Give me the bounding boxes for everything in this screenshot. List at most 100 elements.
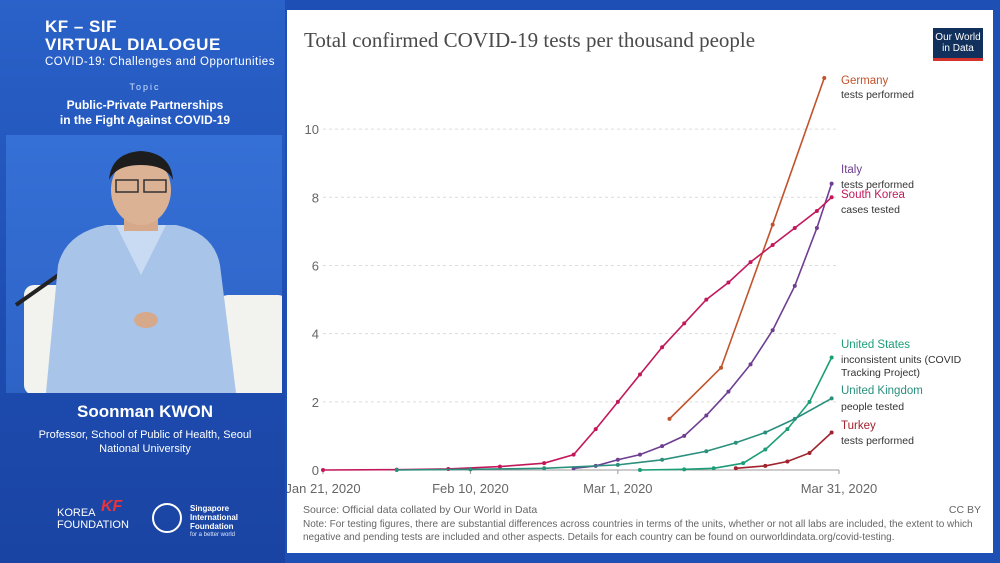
data-point-south-korea (770, 243, 775, 248)
data-point-united-kingdom (542, 466, 547, 471)
data-point-united-kingdom (615, 462, 620, 467)
data-point-united-states (785, 427, 790, 432)
data-point-united-states (637, 468, 642, 472)
legend-sublabel-united-states-2: Tracking Project) (841, 367, 920, 379)
legend-sublabel-germany: tests performed (841, 89, 914, 101)
data-point-italy (829, 181, 834, 186)
chart-note: Note: For testing figures, there are sub… (303, 519, 973, 543)
data-point-italy (814, 225, 819, 230)
kf-mark: KF (101, 498, 123, 515)
event-subtitle: COVID-19: Challenges and Opportunities (45, 56, 275, 68)
data-point-united-kingdom (394, 468, 399, 472)
data-point-south-korea (829, 195, 834, 200)
data-point-south-korea (593, 427, 598, 432)
owid-logo-line1: Our World (935, 32, 981, 43)
data-point-united-kingdom (704, 449, 709, 454)
legend-sublabel-united-kingdom: people tested (841, 401, 904, 413)
data-point-united-kingdom (829, 396, 834, 401)
y-tick-label: 10 (305, 122, 319, 137)
data-point-south-korea (571, 452, 576, 457)
x-tick-label: Feb 10, 2020 (432, 481, 509, 496)
chart-license: CC BY (948, 504, 981, 516)
x-tick-label: Mar 1, 2020 (583, 481, 652, 496)
series-line-south-korea (322, 196, 833, 471)
sif-line3: Foundation (190, 522, 234, 531)
data-point-united-kingdom (763, 430, 768, 435)
legend-label-united-states: United States (841, 339, 910, 351)
legend-label-south-korea: South Korea (841, 189, 906, 201)
presentation-slide: 0 2 4 6 8 10 Jan 21, 2020 Feb 10, 2020 Mar 1, 20… (287, 10, 993, 553)
data-point-italy (637, 452, 642, 457)
y-tick-label: 0 (312, 463, 319, 478)
data-point-united-kingdom (660, 457, 665, 462)
speaker-role: Professor, School of Public of Health, S… (38, 429, 252, 455)
data-point-united-kingdom (733, 440, 738, 445)
legend-label-united-kingdom: United Kingdom (841, 385, 923, 397)
data-point-south-korea (321, 468, 325, 472)
legend-sublabel-turkey: tests performed (841, 435, 914, 447)
data-point-united-kingdom (468, 467, 473, 472)
data-point-turkey (807, 450, 812, 455)
data-point-united-states (807, 399, 812, 404)
data-point-united-states (682, 467, 687, 472)
event-title-line2: VIRTUAL DIALOGUE (45, 35, 221, 54)
data-point-south-korea (792, 225, 797, 230)
data-point-italy (748, 362, 753, 367)
korea-foundation-logo: KOREA FOUNDATION KF (57, 499, 129, 532)
speaker-name: Soonman KWON (77, 402, 213, 421)
data-point-south-korea (682, 321, 687, 326)
data-point-germany (667, 416, 672, 421)
sif-logo-text: Singapore International Foundation (190, 504, 238, 531)
data-point-turkey (733, 466, 738, 471)
data-point-united-states (829, 355, 834, 360)
series-line-germany (668, 77, 826, 420)
data-point-italy (792, 283, 797, 288)
y-tick-label: 8 (312, 190, 319, 205)
topic-title: Public-Private Partnerships in the Fight… (0, 98, 290, 128)
speaker-figure (14, 151, 236, 393)
speaker-video (6, 135, 282, 393)
data-point-south-korea (615, 399, 620, 404)
y-tick-label: 2 (312, 395, 319, 410)
event-title-line1: KF – SIF (45, 17, 118, 36)
data-point-south-korea (497, 464, 502, 469)
y-tick-label: 6 (312, 258, 319, 273)
legend-sublabel-south-korea: cases tested (841, 204, 900, 216)
data-point-italy (660, 444, 665, 449)
data-point-turkey (829, 430, 834, 435)
legend-sublabel-italy: tests performed (841, 179, 914, 191)
data-point-south-korea (814, 208, 819, 213)
data-point-united-states (711, 466, 716, 471)
data-point-italy (615, 457, 620, 462)
event-sidebar: KF – SIF VIRTUAL DIALOGUE COVID-19: Chal… (0, 0, 285, 563)
series-line-united-kingdom (396, 397, 833, 471)
data-point-united-kingdom (792, 416, 797, 421)
kf-logo-line1: KOREA (57, 507, 96, 519)
topic-line1: Public-Private Partnerships (66, 98, 224, 112)
data-point-south-korea (637, 372, 642, 377)
data-point-italy (704, 413, 709, 418)
legend-label-germany: Germany (841, 75, 889, 87)
topic-label: Topic (129, 82, 161, 92)
owid-logo: Our World in Data (933, 28, 983, 61)
data-point-south-korea (726, 280, 731, 285)
sif-line1: Singapore (190, 504, 230, 513)
data-point-turkey (785, 459, 790, 464)
kf-logo-line2: FOUNDATION (57, 519, 129, 531)
data-point-south-korea (748, 260, 753, 265)
x-tick-label: Jan 21, 2020 (287, 481, 361, 496)
sif-tagline: for a better world (190, 532, 236, 538)
legend-sublabel-united-states: inconsistent units (COVID (841, 354, 962, 366)
series-line-italy (573, 183, 833, 470)
x-tick-label: Mar 31, 2020 (801, 481, 878, 496)
series-line-united-states (639, 357, 833, 471)
data-point-south-korea (542, 461, 547, 466)
data-point-italy (682, 433, 687, 438)
data-point-united-states (741, 461, 746, 466)
y-tick-label: 4 (312, 327, 319, 342)
data-point-italy (726, 389, 731, 394)
owid-logo-line2: in Data (942, 43, 974, 54)
sif-line2: International (190, 513, 239, 522)
data-point-united-states (763, 447, 768, 452)
data-point-germany (719, 365, 724, 370)
